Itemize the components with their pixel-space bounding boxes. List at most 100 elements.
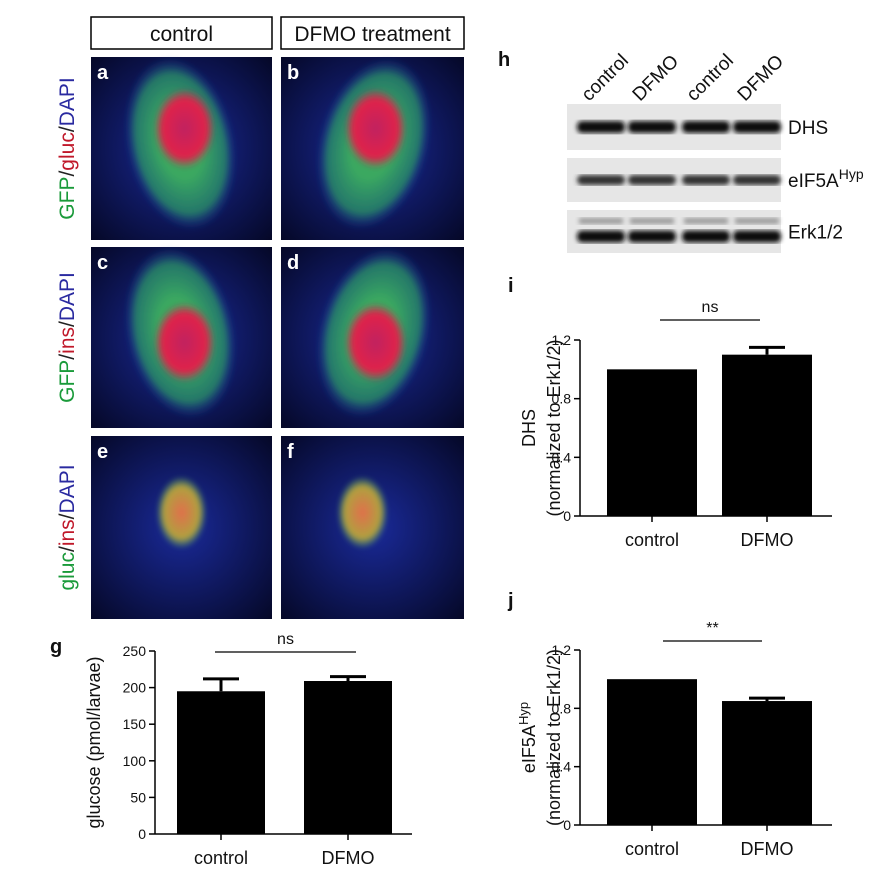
micrograph-cluster <box>156 475 207 550</box>
micrograph-red <box>344 302 407 383</box>
blot-band <box>682 175 730 185</box>
panel-letter: a <box>97 62 109 84</box>
blot-band <box>577 230 625 243</box>
bar <box>177 691 265 834</box>
y-tick-label: 150 <box>123 716 147 732</box>
blot-band <box>682 121 730 133</box>
panel-letter: e <box>97 441 108 463</box>
row-label: gluc/ins/DAPI <box>56 464 79 590</box>
blot-band <box>682 230 730 243</box>
band-label-text: Erk1/2 <box>788 223 843 244</box>
micrograph-red <box>344 88 407 169</box>
row-label-part: DAPI <box>56 77 79 126</box>
row-label-part: / <box>56 321 79 327</box>
row-label-part: ins <box>56 519 79 546</box>
y-tick-label: 0.4 <box>552 759 572 775</box>
band-label: Erk1/2 <box>788 223 843 244</box>
band-label-text: eIF5A <box>788 171 839 192</box>
micrograph-cluster <box>336 475 389 550</box>
panel-letter: c <box>97 252 108 274</box>
blot-band-faint <box>735 218 779 224</box>
row-label-part: GFP <box>56 177 79 220</box>
y-axis-label-text: (normalized to Erk1/2) <box>544 649 564 826</box>
y-tick-label: 1.2 <box>552 642 572 658</box>
significance-label: ns <box>702 299 719 316</box>
blot-band <box>628 230 676 243</box>
band-label-text: DHS <box>788 118 828 139</box>
bar <box>722 354 812 516</box>
y-axis-label: DHS <box>519 409 539 447</box>
row-label: GFP/gluc/DAPI <box>56 77 79 219</box>
significance-label: ns <box>277 631 294 648</box>
y-tick-label: 0 <box>563 508 571 524</box>
column-header: DFMO treatment <box>294 23 451 46</box>
y-tick-label: 50 <box>130 789 146 805</box>
band-label: eIF5AHyp <box>788 166 864 192</box>
column-header-box <box>90 16 273 50</box>
band-label: DHS <box>788 118 828 139</box>
panel-letter: g <box>50 636 62 658</box>
bar <box>304 681 392 834</box>
y-axis-label: (normalized to Erk1/2) <box>544 649 564 826</box>
panel-letter: h <box>498 49 510 71</box>
blot-band <box>733 121 781 133</box>
row-label-part: / <box>56 513 79 519</box>
row-label-part: / <box>56 354 79 360</box>
x-tick-label: control <box>194 848 248 868</box>
y-tick-label: 0 <box>138 826 146 842</box>
blot-band-faint <box>579 218 623 224</box>
x-tick-label: DFMO <box>322 848 375 868</box>
row-label-part: / <box>56 126 79 132</box>
lane-label: DFMO <box>734 51 788 105</box>
y-axis-label-text: eIF5A <box>519 725 539 773</box>
panel-letter: d <box>287 252 299 274</box>
y-axis-label: (normalized to Erk1/2) <box>544 339 564 516</box>
y-axis-label-text: glucose (pmol/larvae) <box>84 656 104 828</box>
lane-label: control <box>683 50 738 105</box>
bar <box>607 369 697 516</box>
row-label-part: DAPI <box>56 464 79 513</box>
panel-letter: f <box>287 441 294 463</box>
blot-band <box>733 230 781 243</box>
band-label-sup: Hyp <box>839 166 864 182</box>
micrograph-red <box>153 302 216 383</box>
y-tick-label: 0 <box>563 817 571 833</box>
blot-band <box>628 121 676 133</box>
y-tick-label: 250 <box>123 643 147 659</box>
lane-label: DFMO <box>629 51 683 105</box>
significance-label: ** <box>706 620 718 637</box>
column-header: control <box>150 23 213 46</box>
bar <box>607 679 697 825</box>
x-tick-label: control <box>625 530 679 550</box>
row-label-part: GFP <box>56 360 79 403</box>
row-label-part: DAPI <box>56 272 79 321</box>
column-header-box <box>280 16 465 50</box>
y-tick-label: 0.8 <box>552 391 572 407</box>
panel-letter: j <box>507 590 514 612</box>
row-label-part: / <box>56 546 79 552</box>
blot-band-faint <box>630 218 674 224</box>
x-tick-label: control <box>625 839 679 859</box>
bar <box>722 701 812 825</box>
y-axis-label: glucose (pmol/larvae) <box>84 656 104 828</box>
x-tick-label: DFMO <box>741 839 794 859</box>
blot-band <box>733 175 781 185</box>
y-axis-label-text: DHS <box>519 409 539 447</box>
blot-band <box>628 175 676 185</box>
row-label-part: gluc <box>56 132 79 171</box>
y-axis-label-text: (normalized to Erk1/2) <box>544 339 564 516</box>
blot-band <box>577 175 625 185</box>
lane-label: control <box>578 50 633 105</box>
x-tick-label: DFMO <box>741 530 794 550</box>
y-tick-label: 0.8 <box>552 700 572 716</box>
y-tick-label: 200 <box>123 680 147 696</box>
y-axis-label: eIF5AHyp <box>516 702 539 773</box>
row-label-part: gluc <box>56 552 79 591</box>
blot-band <box>577 121 625 133</box>
row-label-part: ins <box>56 327 79 354</box>
blot-band-faint <box>684 218 728 224</box>
row-label: GFP/ins/DAPI <box>56 272 79 403</box>
y-axis-label-sup: Hyp <box>516 702 531 725</box>
micrograph-red <box>153 88 216 169</box>
